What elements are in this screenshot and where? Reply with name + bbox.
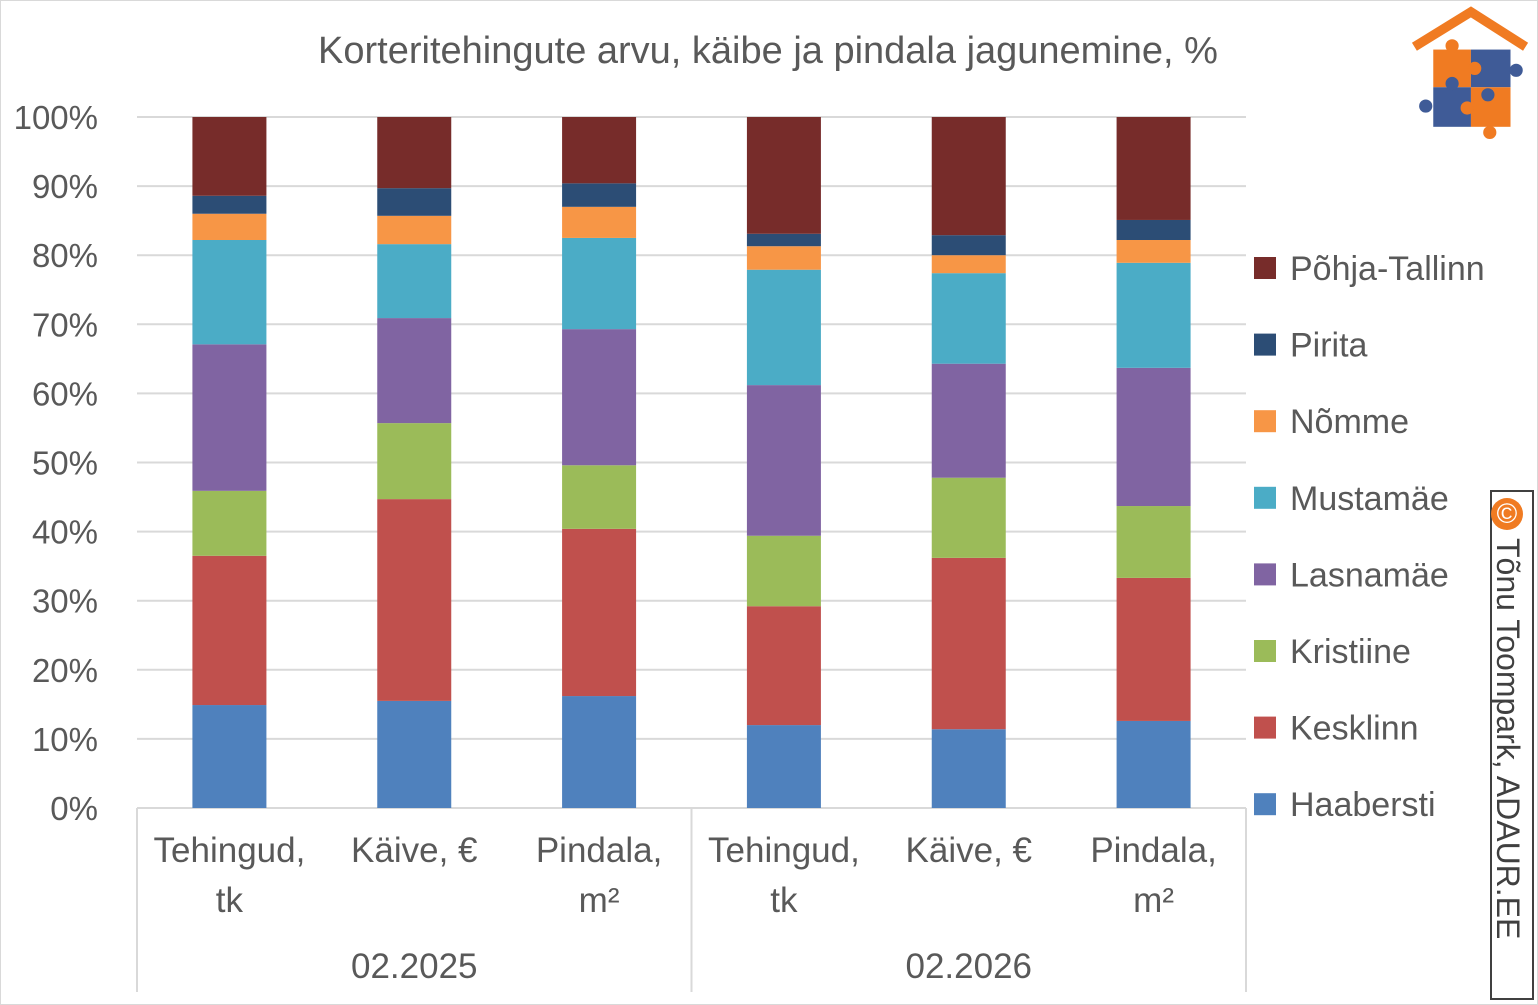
y-tick-label: 30% <box>32 583 98 620</box>
bar-segment-nõmme <box>931 255 1006 274</box>
legend-swatch <box>1254 793 1276 816</box>
bar-segment-pirita <box>192 195 267 214</box>
bar-segment-lasnamäe <box>931 363 1006 478</box>
legend-swatch <box>1254 257 1276 279</box>
bar-segment-pirita <box>1116 219 1191 240</box>
legend-label: Lasnamäe <box>1290 556 1449 594</box>
y-tick-label: 90% <box>32 168 98 205</box>
legend-label: Mustamäe <box>1290 480 1449 518</box>
y-tick-label: 10% <box>32 721 98 758</box>
watermark-text: Tõnu Toompark, ADAUR.EE <box>1490 538 1526 940</box>
copyright-watermark: © Tõnu Toompark, ADAUR.EE <box>1490 490 1534 1000</box>
bar-segment-haabersti <box>192 705 267 808</box>
bar-segment-pirita <box>562 183 637 207</box>
bar-segment-kristiine <box>931 477 1006 558</box>
legend-swatch <box>1254 410 1276 433</box>
bar-segment-kesklinn <box>746 606 821 726</box>
legend-label: Kesklinn <box>1290 710 1419 748</box>
y-tick-label: 50% <box>32 445 98 482</box>
bar-segment-pirita <box>931 235 1006 256</box>
legend-swatch <box>1254 716 1276 739</box>
bar-segment-lasnamäe <box>746 385 821 536</box>
bar-segment-kristiine <box>377 423 452 500</box>
y-tick-label: 100% <box>14 99 98 136</box>
legend-label: Pirita <box>1290 327 1368 365</box>
bar-segment-mustamäe <box>931 273 1006 364</box>
category-label: tk <box>216 881 244 920</box>
bar-segment-põhja-tallinn <box>562 117 637 184</box>
legend-label: Nõmme <box>1290 403 1409 441</box>
category-label: Pindala, <box>536 831 662 870</box>
bar-segment-kristiine <box>562 465 637 529</box>
bar-segment-kesklinn <box>562 528 637 697</box>
bar-segment-kristiine <box>192 490 267 556</box>
bar-segment-lasnamäe <box>192 344 267 491</box>
bar-segment-haabersti <box>1116 720 1191 808</box>
bar-segment-haabersti <box>377 700 452 808</box>
bar-segment-kesklinn <box>377 499 452 701</box>
y-tick-label: 20% <box>32 652 98 689</box>
bar-segment-haabersti <box>931 729 1006 808</box>
legend-swatch <box>1254 563 1276 586</box>
bar-segment-mustamäe <box>377 244 452 319</box>
category-label: Käive, € <box>351 831 477 870</box>
bar-segment-põhja-tallinn <box>1116 117 1191 220</box>
bar-segment-kristiine <box>1116 506 1191 578</box>
bar-segment-pirita <box>746 233 821 247</box>
bar-segment-haabersti <box>746 725 821 808</box>
bar-segment-nõmme <box>746 246 821 270</box>
y-tick-label: 60% <box>32 375 98 412</box>
bar-segment-põhja-tallinn <box>746 117 821 234</box>
bar-segment-mustamäe <box>562 237 637 330</box>
category-label: Pindala, <box>1090 831 1216 870</box>
bar-segment-pirita <box>377 188 452 216</box>
bar-segment-haabersti <box>562 696 637 808</box>
legend-label: Haabersti <box>1290 786 1436 824</box>
bar-segment-lasnamäe <box>1116 367 1191 507</box>
y-tick-label: 80% <box>32 237 98 274</box>
legend-label: Kristiine <box>1290 633 1411 671</box>
house-puzzle-logo <box>1411 6 1529 140</box>
category-label: Tehingud, <box>708 831 860 870</box>
bar-segment-mustamäe <box>1116 262 1191 368</box>
chart-title: Korteritehingute arvu, käibe ja pindala … <box>318 30 1218 72</box>
category-label: m² <box>579 881 620 920</box>
bar-segment-mustamäe <box>746 269 821 386</box>
category-label: Käive, € <box>906 831 1032 870</box>
group-label: 02.2026 <box>905 947 1032 986</box>
category-label: m² <box>1133 881 1174 920</box>
bar-segment-nõmme <box>192 213 267 240</box>
bar-segment-lasnamäe <box>562 329 637 466</box>
legend-swatch <box>1254 333 1276 356</box>
group-label: 02.2025 <box>351 947 478 986</box>
bar-segment-kesklinn <box>1116 577 1191 721</box>
y-tick-label: 40% <box>32 514 98 551</box>
category-label: Tehingud, <box>154 831 306 870</box>
y-tick-label: 0% <box>50 790 98 827</box>
legend-swatch <box>1254 486 1276 509</box>
category-label: tk <box>770 881 798 920</box>
bar-segment-kristiine <box>746 535 821 607</box>
bar-segment-nõmme <box>1116 239 1191 263</box>
bar-segment-põhja-tallinn <box>377 117 452 189</box>
bar-segment-põhja-tallinn <box>192 117 267 196</box>
bar-segment-nõmme <box>562 206 637 238</box>
y-tick-label: 70% <box>32 306 98 343</box>
bar-segment-kesklinn <box>931 557 1006 730</box>
copyright-icon: © <box>1491 498 1524 530</box>
legend-label: Põhja-Tallinn <box>1290 250 1485 288</box>
bar-segment-nõmme <box>377 215 452 245</box>
bar-segment-kesklinn <box>192 555 267 706</box>
bar-segment-lasnamäe <box>377 318 452 424</box>
legend-swatch <box>1254 640 1276 662</box>
bar-segment-mustamäe <box>192 239 267 345</box>
bar-segment-põhja-tallinn <box>931 117 1006 236</box>
